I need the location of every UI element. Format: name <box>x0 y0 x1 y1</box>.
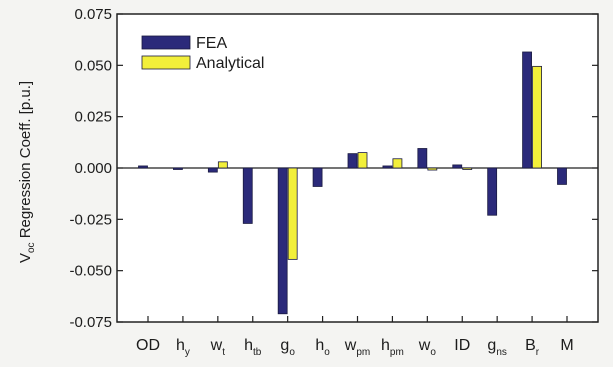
bar-fea-ho <box>312 167 323 187</box>
bar-fea-wo <box>417 148 428 169</box>
bar-analytical-go <box>287 167 298 260</box>
y-tick-label: 0.000 <box>74 160 112 177</box>
bar-fea-gns <box>487 167 498 216</box>
bar-analytical-wo <box>427 167 438 171</box>
x-tick-label: wpm <box>344 337 370 358</box>
bar-fea-go <box>277 167 288 315</box>
bar-fea-wt <box>207 167 218 173</box>
x-tick-label: wt <box>210 337 226 358</box>
x-tick-label: ID <box>454 337 470 354</box>
x-tick-label: OD <box>136 337 160 354</box>
legend-swatch-fea <box>141 35 191 50</box>
x-tick-label: wo <box>418 337 437 358</box>
y-tick-label: -0.025 <box>69 211 112 228</box>
bar-fea-wpm <box>347 153 358 169</box>
bar-analytical-id <box>462 167 473 170</box>
x-tick-label: go <box>280 337 295 358</box>
bar-fea-htb <box>242 167 253 224</box>
legend: FEA Analytical <box>141 35 264 72</box>
x-tick-label: Br <box>525 337 540 358</box>
bar-fea-od <box>138 165 148 169</box>
x-tick-label: hpm <box>381 337 404 358</box>
bar-analytical-wt <box>217 161 228 169</box>
y-axis-label: Voc Regression Coeff. [p.u.] <box>17 81 37 263</box>
bar-fea-m <box>557 167 567 185</box>
legend-label-fea: FEA <box>196 35 227 52</box>
x-tick-label: gns <box>487 337 506 358</box>
bar-fea-hpm <box>382 165 393 169</box>
x-tick-label: ho <box>315 337 330 358</box>
axes: -0.075 -0.050 -0.025 0.000 0.025 0.050 0.075 Vo… <box>17 6 598 358</box>
bar-fea-id <box>452 164 463 169</box>
bar-analytical-wpm <box>357 152 368 169</box>
y-tick-label: 0.075 <box>74 6 112 23</box>
legend-label-analytical: Analytical <box>196 55 264 72</box>
y-tick-label: 0.050 <box>74 57 112 74</box>
legend-swatch-analytical <box>141 55 191 70</box>
bar-analytical-hpm <box>392 158 403 169</box>
bar-analytical-br <box>532 65 542 169</box>
plot-area <box>116 13 599 323</box>
bar-fea-hy <box>173 167 183 170</box>
y-tick-label: 0.025 <box>74 109 112 126</box>
x-tick-label: M <box>560 337 573 354</box>
x-tick-label: htb <box>244 337 262 358</box>
bar-fea-br <box>522 51 532 169</box>
x-tick-label: hy <box>176 337 190 358</box>
y-tick-label: -0.075 <box>69 314 112 331</box>
y-tick-label: -0.050 <box>69 263 112 280</box>
